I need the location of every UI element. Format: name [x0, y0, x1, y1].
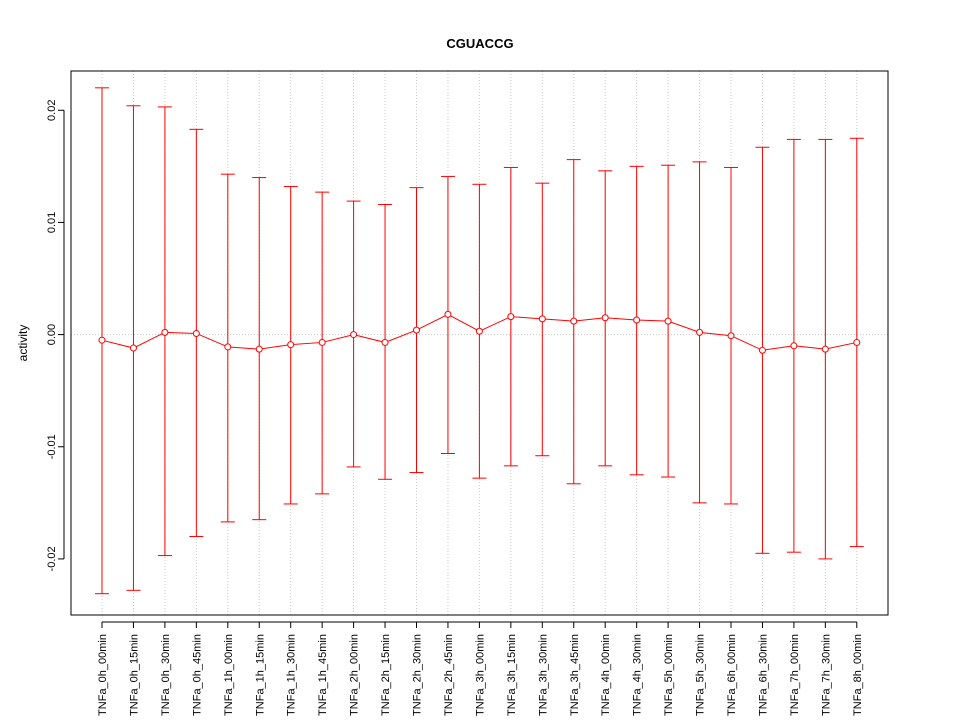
- data-point: [696, 328, 704, 336]
- x-tick-label: TNFa_2h_30min: [412, 634, 424, 716]
- x-tick-label: TNFa_3h_15min: [506, 634, 518, 716]
- x-tick-label: TNFa_7h_00min: [789, 634, 801, 716]
- data-point: [350, 331, 358, 339]
- data-point: [633, 316, 641, 324]
- x-tick-label: TNFa_4h_00min: [600, 634, 612, 716]
- x-tick-label: TNFa_1h_00min: [223, 634, 235, 716]
- data-point: [758, 346, 766, 354]
- x-tick-label: TNFa_5h_30min: [695, 634, 707, 716]
- x-tick-label: TNFa_2h_00min: [349, 634, 361, 716]
- plot-area-frame: [70, 70, 889, 616]
- x-tick-label: TNFa_3h_00min: [474, 634, 486, 716]
- chart-title: CGUACCG: [446, 36, 513, 51]
- data-point: [790, 342, 798, 350]
- y-axis-label: activity: [16, 325, 30, 362]
- data-point: [853, 338, 861, 346]
- data-point: [224, 343, 232, 351]
- data-point: [475, 327, 483, 335]
- data-point: [161, 328, 169, 336]
- data-point: [727, 332, 735, 340]
- x-tick-label: TNFa_1h_15min: [254, 634, 266, 716]
- data-point: [601, 314, 609, 322]
- data-point: [287, 341, 295, 349]
- x-tick-label: TNFa_5h_00min: [663, 634, 675, 716]
- x-tick-label: TNFa_1h_45min: [317, 634, 329, 716]
- data-point: [381, 338, 389, 346]
- x-tick-label: TNFa_3h_30min: [537, 634, 549, 716]
- x-tick-label: TNFa_6h_30min: [757, 634, 769, 716]
- y-tick-label: -0.01: [46, 434, 58, 459]
- data-point: [538, 315, 546, 323]
- x-tick-label: TNFa_2h_15min: [380, 634, 392, 716]
- data-point: [821, 345, 829, 353]
- x-tick-label: TNFa_0h_15min: [128, 634, 140, 716]
- y-tick-label: -0.02: [46, 546, 58, 571]
- data-point: [192, 329, 200, 337]
- x-tick-label: TNFa_8h_00min: [852, 634, 864, 716]
- x-tick-label: TNFa_7h_30min: [820, 634, 832, 716]
- y-tick-label: 0.00: [46, 324, 58, 345]
- data-point: [444, 310, 452, 318]
- data-point: [255, 345, 263, 353]
- x-axis: TNFa_0h_00min TNFa_0h_15min TNFa_0h_30min T…: [97, 621, 864, 716]
- x-tick-label: TNFa_1h_30min: [286, 634, 298, 716]
- x-tick-label: TNFa_3h_45min: [569, 634, 581, 716]
- x-tick-label: TNFa_6h_00min: [726, 634, 738, 716]
- x-tick-label: TNFa_0h_30min: [160, 634, 172, 716]
- data-points: [98, 310, 861, 354]
- y-tick-label: 0.02: [46, 100, 58, 121]
- data-point: [129, 344, 137, 352]
- x-tick-label: TNFa_4h_30min: [632, 634, 644, 716]
- data-point: [413, 326, 420, 334]
- y-tick-label: 0.01: [46, 212, 58, 233]
- data-point: [507, 313, 515, 321]
- data-point: [570, 317, 578, 325]
- data-point: [98, 336, 106, 344]
- x-tick-label: TNFa_2h_45min: [443, 634, 455, 716]
- y-axis: -0.02 -0.01 0.00 0.01 0.02: [46, 100, 65, 571]
- data-point: [318, 338, 326, 346]
- data-point: [664, 317, 672, 325]
- x-tick-label: TNFa_0h_45min: [191, 634, 203, 716]
- error-bars: [95, 87, 864, 595]
- x-tick-label: TNFa_0h_00min: [97, 634, 109, 716]
